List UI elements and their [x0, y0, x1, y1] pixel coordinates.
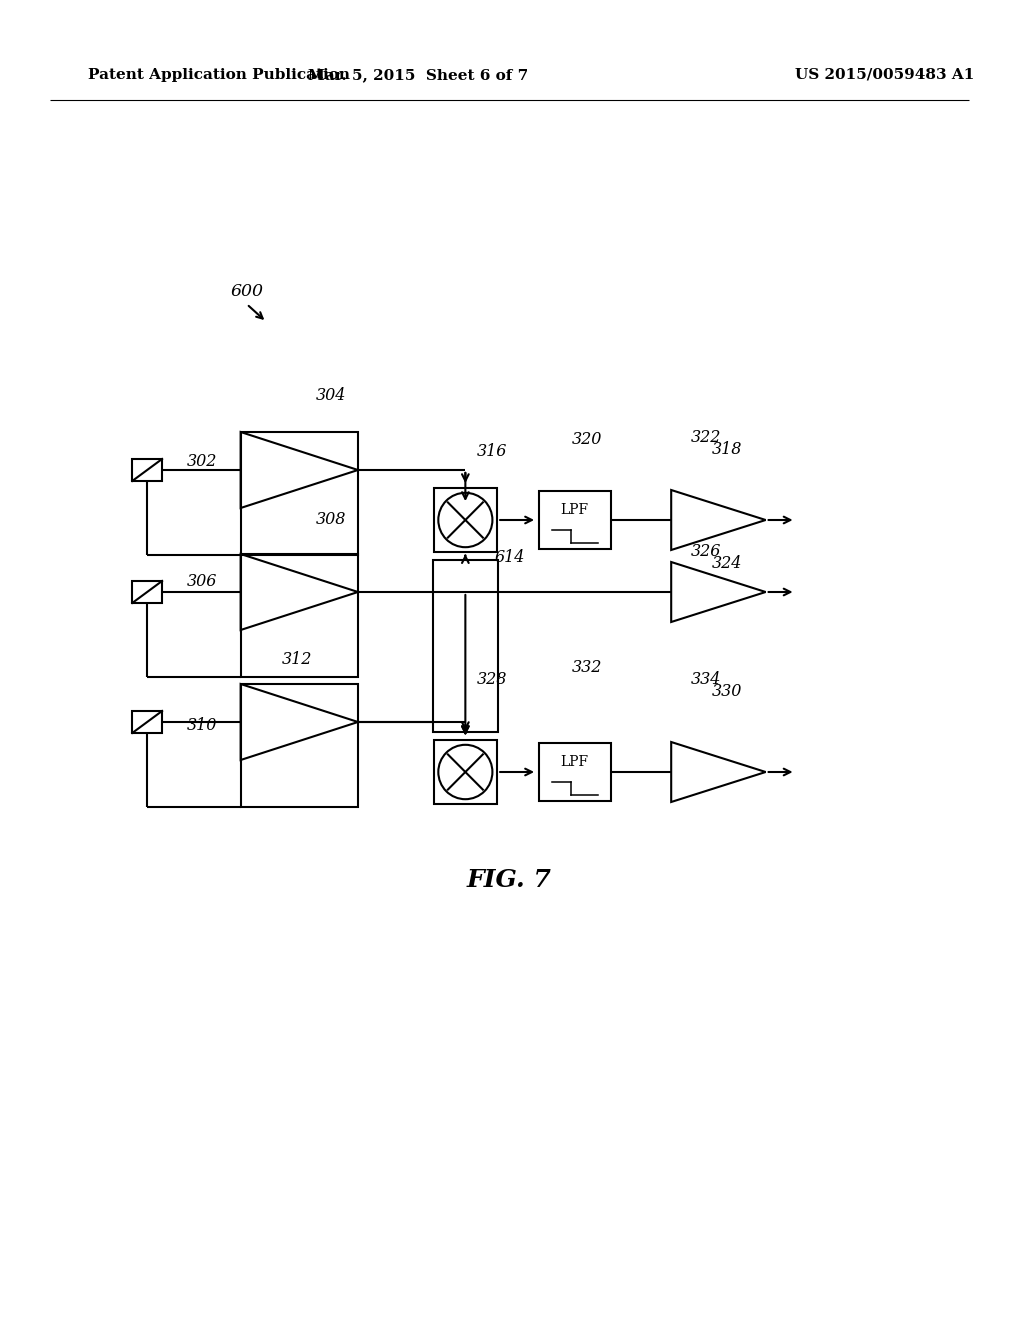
Text: 308: 308 — [316, 511, 346, 528]
Bar — [132, 459, 162, 480]
Text: Mar. 5, 2015  Sheet 6 of 7: Mar. 5, 2015 Sheet 6 of 7 — [307, 69, 527, 82]
Text: 332: 332 — [571, 660, 602, 676]
Text: 316: 316 — [476, 444, 507, 461]
Bar — [539, 743, 610, 801]
Text: 322: 322 — [691, 429, 722, 446]
Text: Patent Application Publication: Patent Application Publication — [87, 69, 349, 82]
Text: 324: 324 — [712, 556, 742, 573]
Text: US 2015/0059483 A1: US 2015/0059483 A1 — [796, 69, 975, 82]
Text: 334: 334 — [691, 672, 722, 689]
Text: 330: 330 — [712, 684, 742, 701]
Text: 306: 306 — [187, 573, 217, 590]
Bar — [241, 432, 358, 554]
Text: 320: 320 — [571, 432, 602, 449]
Text: 318: 318 — [712, 441, 742, 458]
Text: LPF: LPF — [561, 755, 589, 768]
Bar — [433, 560, 498, 733]
Bar — [241, 554, 358, 677]
Bar — [132, 711, 162, 733]
Text: 326: 326 — [691, 544, 722, 561]
Text: 312: 312 — [282, 652, 311, 668]
Text: 614: 614 — [495, 549, 524, 566]
Text: 302: 302 — [187, 454, 217, 470]
Text: LPF: LPF — [561, 503, 589, 516]
Bar — [241, 684, 358, 807]
Bar — [433, 741, 498, 804]
Bar — [132, 581, 162, 603]
Text: FIG. 7: FIG. 7 — [467, 869, 552, 892]
Text: 310: 310 — [187, 717, 217, 734]
Text: 600: 600 — [230, 284, 264, 301]
Bar — [539, 491, 610, 549]
Text: 328: 328 — [476, 672, 507, 689]
Text: 304: 304 — [316, 388, 346, 404]
Bar — [433, 488, 498, 552]
